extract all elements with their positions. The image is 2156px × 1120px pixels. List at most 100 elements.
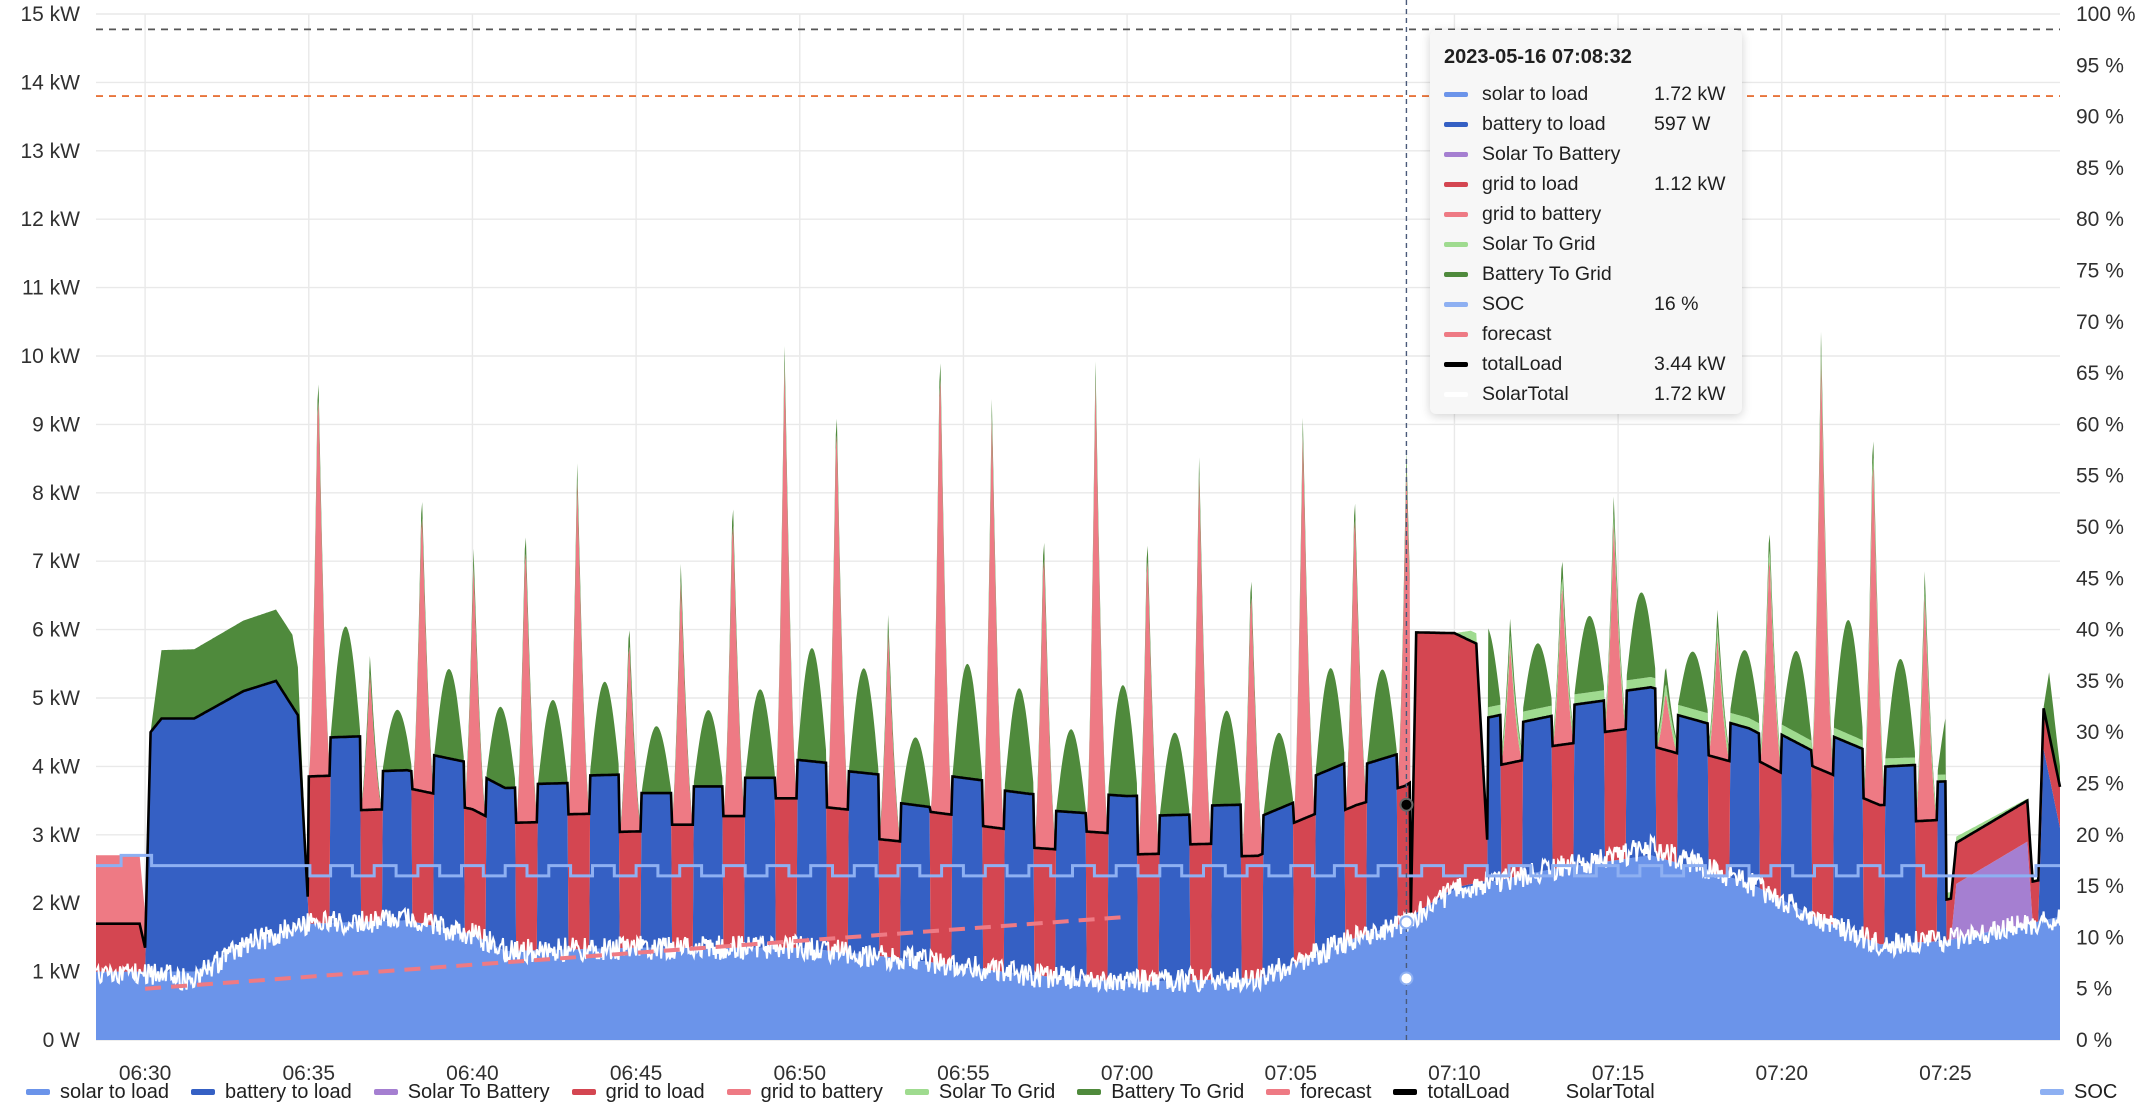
x-tick-label: 07:00 xyxy=(1101,1062,1154,1085)
legend-label: solar to load xyxy=(60,1080,169,1103)
legend-item[interactable]: forecast xyxy=(1266,1081,1371,1104)
y-tick-label-right: 80 % xyxy=(2076,208,2124,231)
tooltip-series-name: grid to load xyxy=(1482,172,1579,195)
y-tick-label-right: 30 % xyxy=(2076,721,2124,744)
y-tick-label-right: 0 % xyxy=(2076,1029,2112,1052)
tooltip-swatch xyxy=(1444,301,1468,307)
line-forecast xyxy=(144,914,1128,991)
x-tick-label: 06:40 xyxy=(446,1062,499,1085)
area-grid-to-battery xyxy=(96,358,2060,948)
tooltip-series-value: 1.72 kW xyxy=(1654,82,1726,105)
tooltip-series-value: 1.72 kW xyxy=(1654,382,1726,405)
legend-label: grid to load xyxy=(605,1080,705,1103)
tooltip-series-name: grid to battery xyxy=(1482,202,1602,225)
legend-swatch xyxy=(1393,1089,1418,1095)
tooltip-series-value: 597 W xyxy=(1654,112,1711,135)
legend-item[interactable]: solar to load xyxy=(26,1081,169,1104)
legend-label: battery to load xyxy=(224,1080,352,1103)
legend-swatch xyxy=(1266,1089,1291,1095)
legend-item[interactable]: grid to load xyxy=(571,1080,705,1104)
legend-item[interactable]: Solar To Battery xyxy=(373,1080,550,1104)
x-tick-label: 07:20 xyxy=(1755,1062,1808,1085)
tooltip-swatch xyxy=(1444,391,1468,397)
tooltip-rows: solar to load 1.72 kW battery to load 597 W… xyxy=(1444,79,1728,409)
tooltip-series-name: totalLoad xyxy=(1482,352,1563,375)
tooltip-swatch xyxy=(1444,271,1468,277)
cursor-point-solartotal xyxy=(1399,915,1414,930)
tooltip-timestamp: 2023-05-16 07:08:32 xyxy=(1444,46,1632,68)
legend-swatch xyxy=(190,1089,215,1095)
x-tick-label: 07:15 xyxy=(1592,1062,1645,1085)
y-tick-label-right: 65 % xyxy=(2076,362,2124,385)
cursor-point-solar xyxy=(1399,971,1414,986)
tooltip-swatch xyxy=(1444,331,1468,337)
tooltip-row: grid to load 1.12 kW xyxy=(1444,169,1728,199)
tooltip-swatch xyxy=(1444,151,1468,157)
tooltip-row: battery to load 597 W xyxy=(1444,109,1728,139)
tooltip-series-value: 3.44 kW xyxy=(1654,352,1726,375)
legend-item[interactable]: Battery To Grid xyxy=(1077,1081,1244,1104)
line-solartotal xyxy=(95,833,2061,994)
tooltip-row: SolarTotal 1.72 kW xyxy=(1444,379,1728,409)
y-tick-label-left: 9 kW xyxy=(32,413,80,436)
y-tick-label-left: 8 kW xyxy=(32,482,80,505)
y-tick-label-right: 70 % xyxy=(2076,311,2124,334)
legend-label: Solar To Battery xyxy=(407,1080,550,1103)
y-tick-label-left: 11 kW xyxy=(22,277,80,300)
tooltip-swatch xyxy=(1444,211,1468,217)
tooltip-series-name: Solar To Grid xyxy=(1482,232,1596,255)
hover-cursor xyxy=(1399,0,1414,1040)
tooltip-row: totalLoad 3.44 kW xyxy=(1444,349,1728,379)
y-tick-label-right: 45 % xyxy=(2076,567,2124,590)
legend-item[interactable]: SolarTotal xyxy=(1531,1080,1655,1104)
axes: 0 W 1 kW 2 kW 3 kW 4 kW 5 kW 6 kW 7 kW 8 kW 9 kW 1… xyxy=(20,3,2135,1085)
y-tick-label-right: 75 % xyxy=(2076,260,2124,283)
y-tick-label-left: 1 kW xyxy=(32,961,80,984)
y-tick-label-right: 50 % xyxy=(2076,516,2124,539)
x-tick-label: 06:45 xyxy=(610,1062,663,1085)
x-tick-label: 06:55 xyxy=(937,1062,990,1085)
legend-label-soc: SOC xyxy=(2074,1080,2118,1103)
tooltip-row: Solar To Grid xyxy=(1444,229,1728,259)
chart-legend-right[interactable]: SOC xyxy=(2040,1078,2117,1106)
legend-swatch xyxy=(904,1089,929,1095)
y-tick-label-left: 7 kW xyxy=(32,550,80,573)
legend-item[interactable]: Solar To Grid xyxy=(904,1080,1056,1104)
legend-swatch xyxy=(1531,1089,1556,1095)
area-battery-to-load xyxy=(96,680,2060,982)
y-tick-label-right: 60 % xyxy=(2076,413,2124,436)
y-tick-label-left: 10 kW xyxy=(20,345,80,368)
legend-label: totalLoad xyxy=(1427,1080,1510,1103)
legend-item[interactable]: battery to load xyxy=(190,1080,352,1104)
legend-label: forecast xyxy=(1300,1080,1372,1103)
legend-label: Solar To Grid xyxy=(938,1080,1056,1103)
legend-label: SolarTotal xyxy=(1565,1080,1655,1103)
tooltip-swatch xyxy=(1444,121,1468,127)
x-tick-label: 07:05 xyxy=(1264,1062,1317,1085)
legend-swatch-soc xyxy=(2040,1089,2064,1095)
y-tick-label-right: 15 % xyxy=(2076,875,2124,898)
y-tick-label-right: 95 % xyxy=(2076,54,2124,77)
y-tick-label-left: 13 kW xyxy=(20,140,80,163)
y-tick-label-right: 25 % xyxy=(2076,773,2124,796)
x-tick-label: 06:30 xyxy=(119,1062,172,1085)
tooltip-series-name: Battery To Grid xyxy=(1482,262,1612,285)
legend-swatch xyxy=(26,1089,50,1095)
series-lines xyxy=(95,28,2062,994)
cursor-point-totalload xyxy=(1399,797,1414,812)
tooltip-series-name: solar to load xyxy=(1482,82,1589,105)
legend-item[interactable]: totalLoad xyxy=(1393,1080,1510,1104)
legend-item[interactable]: grid to battery xyxy=(726,1081,883,1104)
tooltip-row: solar to load 1.72 kW xyxy=(1444,79,1728,109)
tooltip-row: Solar To Battery xyxy=(1444,139,1728,169)
tooltip-swatch xyxy=(1444,91,1468,97)
y-tick-label-left: 14 kW xyxy=(20,71,80,94)
y-tick-label-right: 35 % xyxy=(2076,670,2124,693)
hover-tooltip: 2023-05-16 07:08:32 solar to load 1.72 kW… xyxy=(1430,30,1742,414)
chart-legend: solar to load battery to load Solar To Bat… xyxy=(26,1078,1677,1106)
legend-label: Battery To Grid xyxy=(1111,1080,1245,1103)
tooltip-row: grid to battery xyxy=(1444,199,1728,229)
x-tick-label: 06:35 xyxy=(282,1062,335,1085)
tooltip-series-name: SolarTotal xyxy=(1482,382,1569,405)
